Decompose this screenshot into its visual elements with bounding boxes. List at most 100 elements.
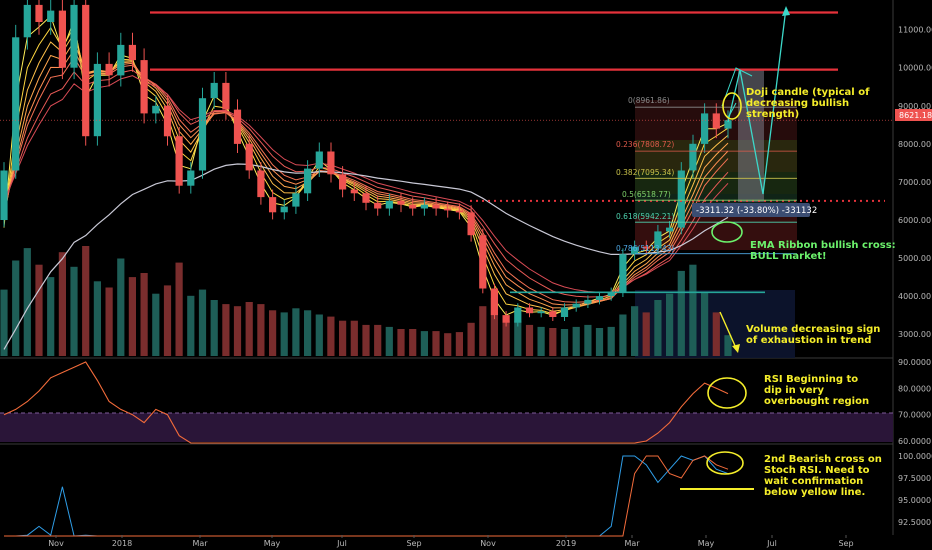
- rsi-overbought-band: [0, 413, 893, 442]
- volume-bar: [35, 264, 43, 356]
- candle-body: [245, 143, 253, 171]
- stoch-tick-label: 97.5000: [898, 474, 931, 483]
- candle-body: [257, 170, 265, 198]
- volume-bar: [327, 316, 335, 356]
- candle-body: [93, 63, 101, 137]
- time-tick-label: Mar: [192, 539, 208, 548]
- volume-pointer-line: [719, 311, 737, 349]
- candle-body: [712, 113, 720, 129]
- volume-bar: [397, 329, 405, 356]
- volume-bar: [455, 332, 463, 356]
- current-price-label: 8621.18: [899, 111, 932, 120]
- volume-bar: [257, 304, 265, 356]
- candle-body: [514, 307, 522, 323]
- candle-body: [70, 4, 78, 68]
- candle-body: [502, 315, 510, 323]
- volume-bar: [280, 312, 288, 356]
- candle-body: [105, 63, 113, 76]
- volume-bar: [269, 310, 277, 356]
- volume-bars: [0, 246, 732, 356]
- time-tick-label: Jul: [336, 539, 347, 548]
- volume-bar: [654, 300, 662, 356]
- candle-body: [631, 246, 639, 255]
- rsi-axis[interactable]: 90.0000 80.0000 70.0000 60.0000: [898, 358, 931, 446]
- fib-label-5: 0.5(6518.77): [622, 190, 671, 199]
- stoch-lines: [4, 455, 729, 537]
- rsi-tick-label: 80.0000: [898, 384, 931, 393]
- measure-label: -3311.32 (-33.80%) -331132: [696, 206, 817, 216]
- volume-bar: [105, 287, 113, 356]
- candle-body: [444, 208, 452, 211]
- fib-label-236: 0.236(7808.72): [616, 140, 674, 149]
- price-tick-label: 7000.00: [898, 178, 931, 187]
- candle-body: [537, 311, 545, 314]
- candle-body: [12, 37, 20, 171]
- candle-body: [47, 10, 55, 22]
- stoch-tick-label: 95.0000: [898, 496, 931, 505]
- volume-bar: [467, 322, 475, 356]
- candle-body: [327, 151, 335, 175]
- volume-bar: [128, 277, 136, 356]
- volume-bar: [701, 291, 709, 356]
- candle-body: [490, 288, 498, 316]
- fib-label-382: 0.382(7095.34): [616, 168, 674, 177]
- candle-body: [163, 105, 172, 137]
- candle-body: [117, 44, 125, 76]
- candle-body: [455, 210, 463, 213]
- volume-bar: [444, 333, 452, 356]
- time-tick-label: 2018: [112, 539, 132, 548]
- candle-body: [175, 136, 183, 186]
- candle-body: [187, 170, 195, 186]
- candle-body: [269, 197, 277, 213]
- candle-body: [280, 206, 288, 213]
- stoch-axis[interactable]: 100.0000 97.5000 95.0000 92.5000: [898, 452, 932, 527]
- volume-bar: [584, 324, 592, 356]
- volume-bar: [677, 270, 685, 356]
- volume-bar: [666, 293, 674, 356]
- ema-cross-highlight-circle: [711, 221, 743, 243]
- doji-annotation: Doji candle (typical of decreasing bulli…: [746, 87, 873, 120]
- price-tick-label: 8000.00: [898, 140, 931, 149]
- time-tick-label: May: [698, 539, 715, 548]
- stoch-pane[interactable]: [0, 445, 893, 535]
- candle-body: [339, 174, 347, 190]
- volume-bar: [117, 258, 125, 356]
- volume-bar: [140, 273, 148, 356]
- volume-bar: [385, 326, 393, 356]
- rsi-tick-label: 70.0000: [898, 411, 931, 420]
- volume-bar: [572, 326, 580, 356]
- time-tick-label: Nov: [48, 539, 64, 548]
- volume-bar: [47, 277, 55, 356]
- volume-bar: [210, 300, 218, 356]
- volume-bar: [362, 324, 370, 356]
- rsi-tick-label: 90.0000: [898, 358, 931, 367]
- time-tick-label: Jul: [766, 539, 777, 548]
- stoch-series: [4, 455, 729, 537]
- time-axis[interactable]: Nov 2018 Mar May Jul Sep Nov 2019 Mar May Jul Sep: [48, 535, 854, 548]
- candle-body: [654, 231, 662, 249]
- volume-bar: [432, 331, 440, 356]
- volume-bar: [374, 324, 382, 356]
- measure-label-bg: [692, 203, 810, 217]
- price-levels: [0, 11, 893, 294]
- volume-bar: [233, 306, 242, 356]
- projection-arrowhead: [782, 6, 790, 16]
- candle-body: [420, 204, 428, 209]
- doji-highlight-circle: [722, 92, 742, 120]
- volume-bar: [187, 295, 195, 356]
- volume-bar: [58, 252, 66, 356]
- rsi-highlight-circle: [707, 377, 747, 409]
- price-axis[interactable]: 11000.00 10000.00 9000.00 8000.00 7000.00 600…: [898, 26, 932, 340]
- candle-body: [689, 143, 697, 171]
- volume-bar: [490, 297, 498, 356]
- current-price-tag: [895, 109, 932, 121]
- candle-body: [724, 120, 732, 129]
- volume-bar: [175, 262, 183, 356]
- volume-bar: [350, 320, 358, 356]
- volume-bar: [70, 266, 78, 356]
- volume-annotation: Volume decreasing sign of exhaustion in …: [746, 324, 884, 346]
- candle-body: [198, 98, 207, 171]
- volume-bar: [339, 320, 347, 356]
- price-tick-label: 4000.00: [898, 292, 931, 301]
